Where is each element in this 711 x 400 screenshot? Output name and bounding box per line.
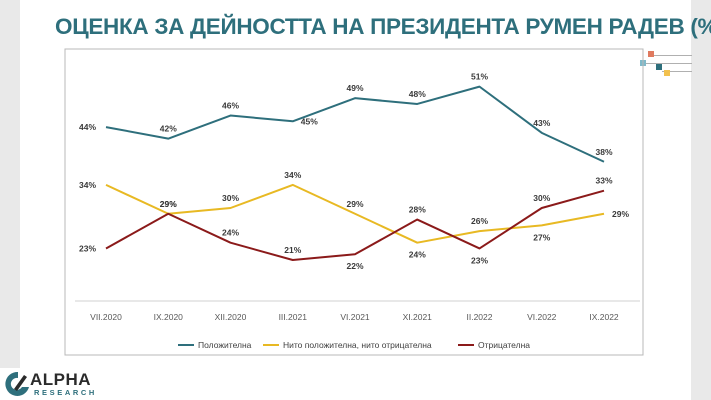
data-label: 43% — [533, 118, 550, 128]
page-title: ОЦЕНКА ЗА ДЕЙНОСТТА НА ПРЕЗИДЕНТА РУМЕН … — [55, 14, 711, 39]
data-label: 44% — [79, 122, 96, 132]
x-tick-label: XII.2020 — [215, 312, 247, 322]
data-label: 26% — [471, 216, 488, 226]
legend-label-1: Положителна — [198, 340, 252, 350]
data-label: 30% — [222, 193, 239, 203]
data-label: 48% — [409, 89, 426, 99]
plot-frame — [64, 48, 644, 356]
x-tick-label: VI.2021 — [340, 312, 370, 322]
legend-label-3: Отрицателна — [478, 340, 530, 350]
data-label: 23% — [79, 243, 96, 253]
logo-name: ALPHA — [30, 370, 92, 389]
data-label: 29% — [160, 199, 177, 209]
data-label: 29% — [160, 199, 177, 209]
series-line-3 — [105, 189, 605, 262]
x-tick-label: IX.2020 — [154, 312, 184, 322]
data-label: 27% — [533, 232, 550, 242]
logo-subtitle: RESEARCH — [34, 388, 97, 397]
data-label: 23% — [471, 255, 488, 265]
x-tick-label: III.2021 — [279, 312, 308, 322]
logo-mark-arrow — [14, 375, 27, 391]
data-label: 49% — [346, 83, 363, 93]
logo-mark-shape — [5, 371, 30, 396]
deco-line-1 — [654, 55, 692, 56]
logo-mark-icon — [5, 371, 30, 396]
x-tick-label: IX.2022 — [589, 312, 619, 322]
alpha-research-logo: ALPHA RESEARCH — [0, 368, 112, 400]
data-label: 38% — [595, 147, 612, 157]
data-label: 24% — [409, 250, 426, 260]
data-label: 42% — [160, 124, 177, 134]
deco-square-orange — [648, 51, 654, 57]
data-label: 46% — [222, 101, 239, 111]
x-tick-label: VII.2020 — [90, 312, 122, 322]
data-label: 29% — [612, 209, 629, 219]
deco-line-2 — [640, 63, 692, 64]
data-label: 45% — [301, 116, 318, 126]
data-label: 34% — [284, 170, 301, 180]
slide: ОЦЕНКА ЗА ДЕЙНОСТТА НА ПРЕЗИДЕНТА РУМЕН … — [20, 0, 711, 400]
x-tick-label: II.2022 — [467, 312, 493, 322]
x-tick-label: VI.2022 — [527, 312, 557, 322]
deco-square-yellow — [664, 70, 670, 76]
deco-line-3 — [662, 71, 692, 72]
x-tick-label: XI.2021 — [403, 312, 433, 322]
deco-square-teal — [656, 64, 662, 70]
data-label: 29% — [346, 199, 363, 209]
data-label: 28% — [409, 205, 426, 215]
data-label: 24% — [222, 228, 239, 238]
data-label: 51% — [471, 72, 488, 82]
data-label: 22% — [346, 261, 363, 271]
data-label: 30% — [533, 193, 550, 203]
legend-label-2: Нито положителна, нито отрицателна — [283, 340, 432, 350]
data-label: 33% — [595, 176, 612, 186]
data-label: 21% — [284, 245, 301, 255]
series-line-1 — [105, 85, 605, 163]
data-label: 34% — [79, 180, 96, 190]
series-line-2 — [105, 183, 605, 244]
